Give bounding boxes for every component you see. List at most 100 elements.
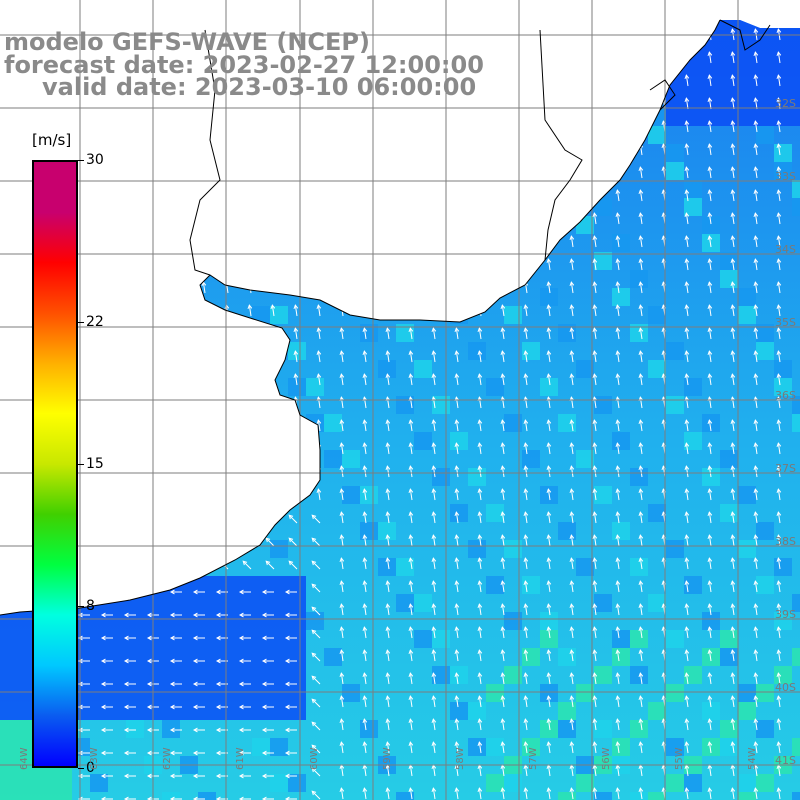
wind-cell: [216, 630, 234, 648]
wind-cell: [702, 20, 720, 36]
wind-cell: [594, 594, 612, 612]
wind-cell: [702, 0, 720, 18]
longitude-label: 55W: [674, 747, 685, 770]
wind-cell: [774, 612, 792, 630]
arrow-icon: [284, 796, 297, 800]
arrow-icon: [477, 695, 483, 708]
wind-cell: [54, 774, 72, 792]
wind-cell: [648, 792, 666, 800]
arrow-icon: [638, 281, 644, 294]
arrow-icon: [776, 212, 782, 225]
wind-cell: [198, 792, 216, 800]
latitude-label: 34S: [775, 243, 796, 256]
wind-cell: [270, 738, 288, 756]
arrow-icon: [150, 537, 160, 547]
arrow-icon: [615, 557, 621, 570]
arrow-icon: [500, 580, 506, 593]
wind-cell: [216, 576, 234, 594]
arrow-icon: [219, 537, 229, 547]
arrow-icon: [500, 258, 506, 271]
wind-cell: [324, 414, 342, 432]
wind-cell: [162, 666, 180, 684]
arrow-icon: [776, 143, 782, 156]
wind-cell: [90, 378, 108, 396]
arrow-icon: [523, 695, 529, 708]
arrow-icon: [293, 488, 299, 501]
arrow-icon: [776, 373, 782, 386]
title-model: modelo GEFS-WAVE (NCEP): [4, 28, 370, 56]
arrow-icon: [132, 396, 138, 409]
arrow-icon: [109, 396, 115, 409]
wind-cell: [612, 54, 630, 72]
arrow-icon: [362, 304, 368, 317]
wind-cell: [18, 648, 36, 666]
wind-cell: [666, 36, 684, 54]
wind-cell: [252, 648, 270, 666]
arrow-icon: [638, 120, 644, 133]
arrow-icon: [569, 258, 575, 271]
arrow-icon: [169, 635, 182, 641]
colorbar-tick-mark: [78, 322, 84, 324]
arrow-icon: [169, 727, 182, 733]
arrow-icon: [132, 304, 138, 317]
arrow-icon: [546, 189, 552, 202]
arrow-icon: [523, 787, 529, 800]
arrow-icon: [500, 74, 506, 87]
arrow-icon: [615, 166, 621, 179]
wind-cell: [252, 306, 270, 324]
arrow-icon: [127, 560, 137, 570]
arrow-icon: [523, 626, 529, 639]
arrow-icon: [284, 635, 297, 641]
arrow-icon: [776, 304, 782, 317]
arrow-icon: [316, 212, 322, 225]
wind-cell: [288, 684, 306, 702]
wind-cell: [90, 180, 108, 198]
arrow-icon: [638, 235, 644, 248]
arrow-icon: [155, 304, 161, 317]
wind-cell: [720, 54, 738, 72]
arrow-icon: [293, 465, 299, 478]
arrow-icon: [238, 589, 251, 595]
arrow-icon: [385, 718, 391, 731]
arrow-icon: [730, 281, 736, 294]
arrow-icon: [123, 704, 136, 710]
arrow-icon: [454, 626, 460, 639]
wind-cell: [486, 180, 504, 198]
wind-cell: [738, 486, 756, 504]
wind-cell: [648, 360, 666, 378]
arrow-icon: [385, 603, 391, 616]
arrow-icon: [100, 704, 113, 710]
wind-cell: [234, 612, 252, 630]
arrow-icon: [753, 235, 759, 248]
wind-cell: [108, 612, 126, 630]
arrow-icon: [592, 557, 598, 570]
arrow-icon: [638, 166, 644, 179]
wind-cell: [756, 720, 774, 738]
arrow-icon: [270, 281, 276, 294]
arrow-icon: [238, 727, 251, 733]
wind-cell: [36, 792, 54, 800]
arrow-icon: [155, 419, 161, 432]
wind-cell: [756, 36, 774, 54]
colorbar-tick-label: 30: [86, 152, 104, 168]
wind-cell: [180, 360, 198, 378]
arrow-icon: [431, 166, 437, 179]
arrow-icon: [311, 514, 321, 524]
arrow-icon: [385, 189, 391, 202]
arrow-icon: [684, 557, 690, 570]
arrow-icon: [546, 304, 552, 317]
arrow-icon: [284, 750, 297, 756]
arrow-icon: [730, 212, 736, 225]
wind-cell: [162, 630, 180, 648]
wind-cell: [198, 648, 216, 666]
arrow-icon: [523, 258, 529, 271]
wind-cell: [612, 738, 630, 756]
wind-cell: [450, 666, 468, 684]
arrow-icon: [615, 534, 621, 547]
arrow-icon: [500, 465, 506, 478]
arrow-icon: [454, 419, 460, 432]
arrow-icon: [546, 373, 552, 386]
arrow-icon: [454, 143, 460, 156]
wind-cell: [252, 576, 270, 594]
arrow-icon: [293, 189, 299, 202]
